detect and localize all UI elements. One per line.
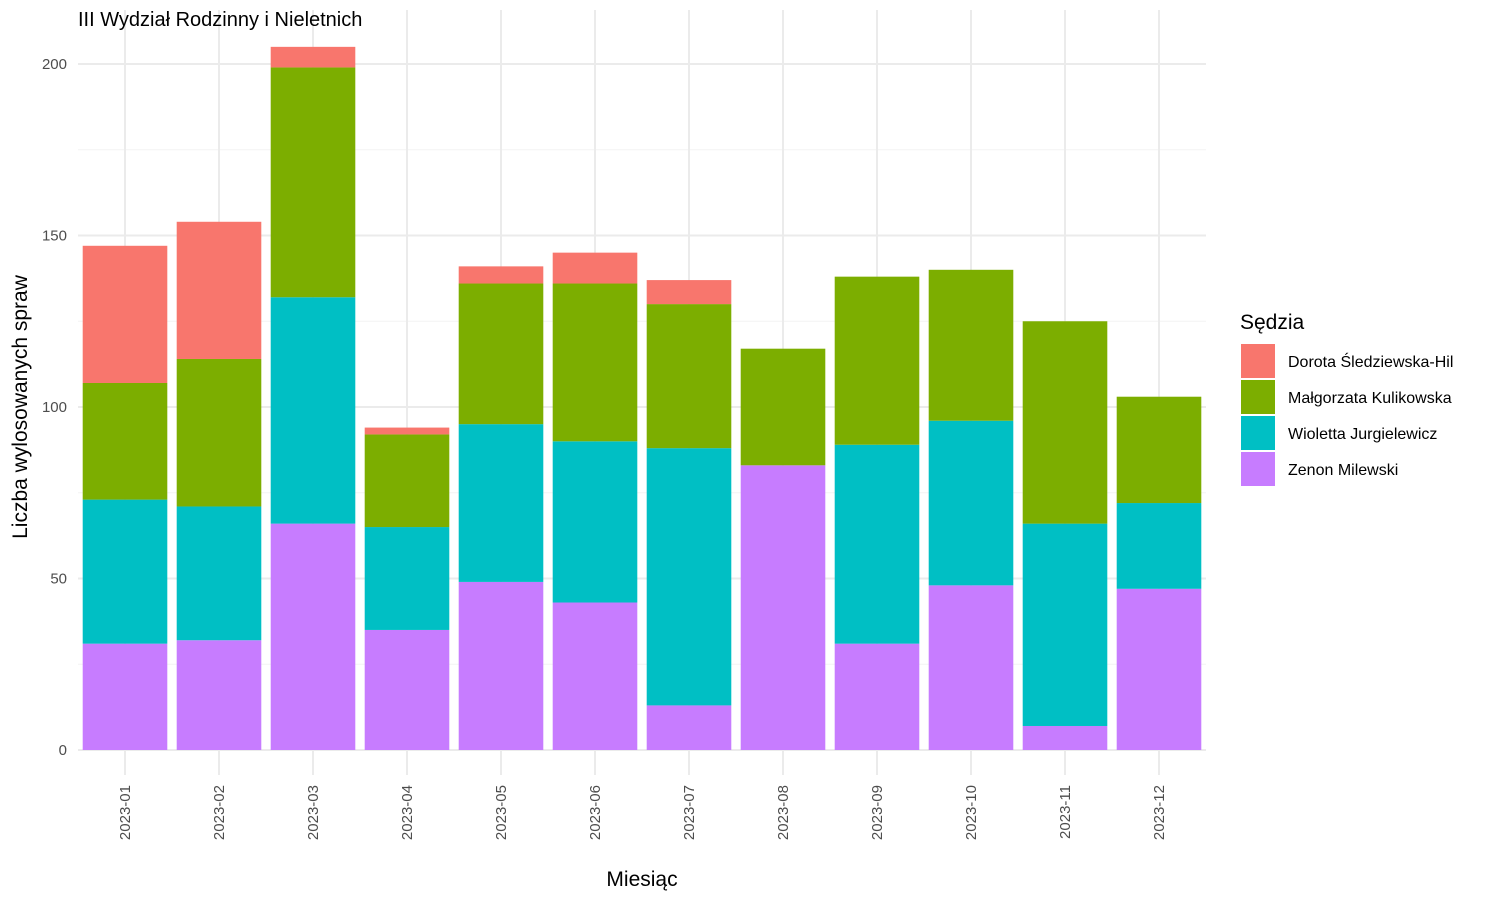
x-tick-label: 2023-04: [399, 785, 416, 840]
bar-segment: [552, 441, 638, 603]
bar-segment: [270, 523, 356, 750]
y-tick-label: 100: [42, 399, 67, 416]
legend-items: Dorota Śledziewska-Hil Małgorzata Kulikow…: [1241, 344, 1453, 486]
legend-swatch: [1241, 380, 1275, 414]
legend: Sędzia Dorota Śledziewska-Hil Małgorzata …: [1240, 311, 1453, 486]
legend-item: Wioletta Jurgielewicz: [1241, 416, 1437, 450]
bar-stack-2023-03: [270, 46, 356, 750]
legend-label: Małgorzata Kulikowska: [1288, 390, 1452, 407]
y-tick-label: 200: [42, 56, 67, 73]
bar-segment: [646, 448, 732, 706]
bar-segment: [176, 358, 262, 507]
bar-segment: [928, 269, 1014, 421]
bar-segment: [82, 382, 168, 500]
bar-segment: [364, 527, 450, 630]
bar-segment: [646, 280, 732, 305]
bar-segment: [364, 629, 450, 750]
x-tick-label: 2023-11: [1057, 785, 1074, 839]
bar-segment: [834, 643, 920, 750]
bar-segment: [82, 499, 168, 644]
y-tick-label: 50: [50, 571, 67, 588]
x-axis-title: Miesiąc: [606, 868, 677, 891]
bar-stack-2023-10: [928, 269, 1014, 750]
bar-segment: [1022, 321, 1108, 524]
bar-segment: [270, 297, 356, 524]
legend-swatch: [1241, 452, 1275, 486]
bar-stack-2023-06: [552, 252, 638, 750]
bar-segment: [1022, 523, 1108, 726]
bar-segment: [740, 465, 826, 750]
legend-label: Dorota Śledziewska-Hil: [1288, 352, 1453, 371]
bar-segment: [834, 276, 920, 445]
bar-segment: [176, 506, 262, 641]
bar-stack-2023-11: [1022, 321, 1108, 750]
bar-segment: [552, 252, 638, 284]
bar-segment: [1116, 396, 1202, 504]
bar-stack-2023-01: [82, 245, 168, 750]
bar-segment: [176, 221, 262, 359]
legend-item: Małgorzata Kulikowska: [1241, 380, 1452, 414]
legend-label: Zenon Milewski: [1288, 462, 1398, 479]
x-axis-ticks: 2023-01 2023-02 2023-03 2023-04 2023-05 2023-…: [117, 785, 1168, 840]
bar-stack-2023-09: [834, 276, 920, 750]
legend-swatch: [1241, 416, 1275, 450]
bar-segment: [646, 705, 732, 750]
bar-segment: [458, 424, 544, 582]
x-tick-label: 2023-07: [681, 785, 698, 840]
bar-segment: [740, 348, 826, 466]
bar-segment: [176, 640, 262, 750]
legend-title: Sędzia: [1240, 311, 1305, 334]
bar-segment: [364, 434, 450, 528]
bar-segment: [834, 444, 920, 644]
bar-segment: [1116, 588, 1202, 750]
bar-segment: [928, 420, 1014, 586]
bar-stacks: [82, 46, 1202, 750]
bar-stack-2023-04: [364, 427, 450, 750]
x-tick-label: 2023-08: [775, 785, 792, 840]
bar-segment: [270, 67, 356, 298]
x-tick-label: 2023-09: [869, 785, 886, 840]
x-tick-label: 2023-12: [1151, 785, 1168, 840]
bar-segment: [82, 245, 168, 383]
bar-segment: [364, 427, 450, 435]
legend-swatch: [1241, 344, 1275, 378]
legend-item: Zenon Milewski: [1241, 452, 1398, 486]
bar-stack-2023-08: [740, 348, 826, 750]
legend-item: Dorota Śledziewska-Hil: [1241, 344, 1453, 378]
bar-segment: [552, 283, 638, 442]
bar-segment: [82, 643, 168, 750]
bar-segment: [458, 581, 544, 750]
bar-segment: [928, 585, 1014, 750]
bar-stack-2023-12: [1116, 396, 1202, 750]
bar-stack-2023-07: [646, 280, 732, 750]
y-tick-label: 0: [59, 742, 67, 759]
y-axis-title: Liczba wylosowanych spraw: [9, 274, 32, 539]
y-axis-ticks: 0 50 100 150 200: [42, 56, 67, 759]
bar-segment: [552, 602, 638, 750]
bar-stack-2023-05: [458, 266, 544, 750]
y-tick-label: 150: [42, 228, 67, 245]
bar-stack-2023-02: [176, 221, 262, 750]
bar-segment: [458, 283, 544, 425]
chart-title: III Wydział Rodzinny i Nieletnich: [78, 9, 362, 31]
bar-segment: [458, 266, 544, 284]
x-tick-label: 2023-10: [963, 785, 980, 840]
bar-segment: [646, 304, 732, 449]
bar-segment: [1116, 503, 1202, 589]
x-tick-label: 2023-03: [305, 785, 322, 840]
legend-label: Wioletta Jurgielewicz: [1288, 426, 1437, 443]
bar-segment: [1022, 725, 1108, 750]
bar-segment: [270, 46, 356, 68]
x-tick-label: 2023-05: [493, 785, 510, 840]
x-tick-label: 2023-02: [211, 785, 228, 840]
x-tick-label: 2023-01: [117, 785, 134, 840]
x-tick-label: 2023-06: [587, 785, 604, 840]
